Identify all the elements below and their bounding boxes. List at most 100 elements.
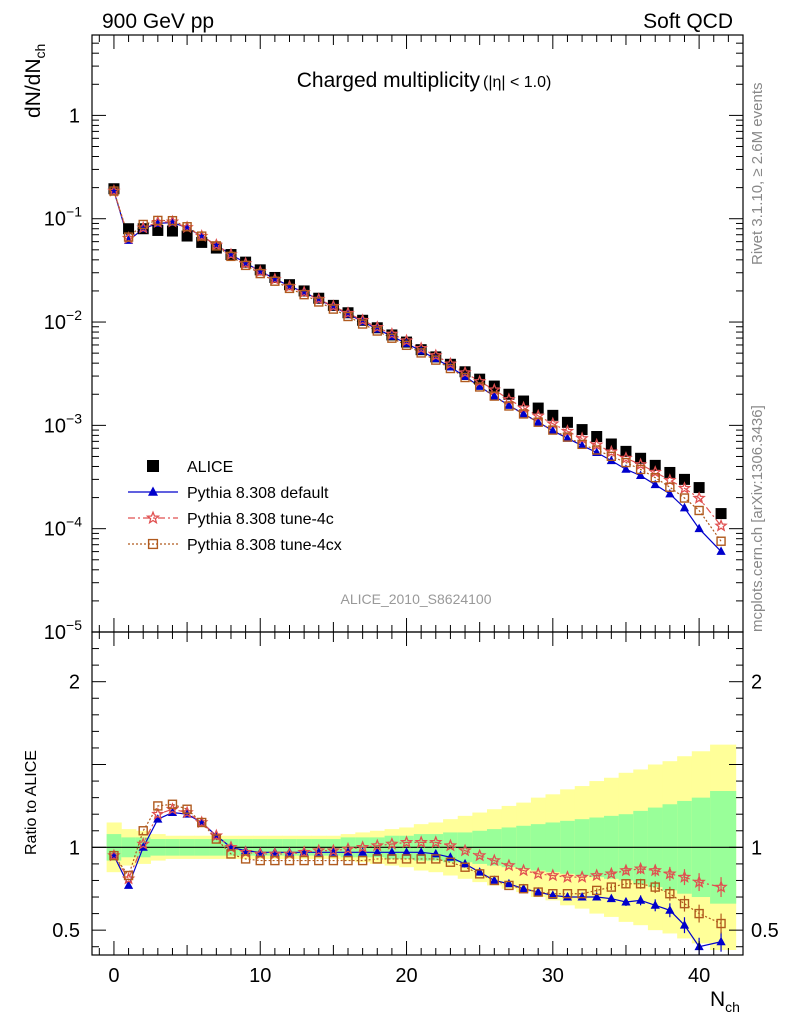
series-1-ratio-point <box>692 875 706 888</box>
series-1-ratio-point <box>633 861 648 875</box>
series-0-ratio-point <box>123 880 134 889</box>
series-2-point <box>255 268 265 279</box>
ratio-axis-label: Ratio to ALICE <box>23 750 40 855</box>
ratio-panel-data <box>107 799 728 955</box>
series-2-ratio-point <box>138 826 148 836</box>
series-2-point <box>716 536 726 546</box>
series-0-point <box>533 417 543 426</box>
series-2-point <box>314 297 324 307</box>
series-0-ratio-point <box>621 896 631 906</box>
x-axis-label: Nch <box>710 988 740 1015</box>
series-1-ratio-point <box>429 835 443 849</box>
series-2-ratio-point <box>299 855 309 866</box>
series-2-ratio-point <box>474 869 485 879</box>
tick-marks <box>92 34 744 955</box>
series-2-ratio-point <box>621 879 631 889</box>
series-1-point <box>677 481 692 495</box>
series-1-point <box>458 365 472 379</box>
series-2-point <box>518 409 529 419</box>
chart-title-cut: (|η| < 1.0) <box>483 74 551 91</box>
series-0-point <box>679 502 690 512</box>
y-tick-label: 10−4 <box>44 514 82 541</box>
series-2-point <box>211 241 222 251</box>
series-0-point <box>716 546 726 555</box>
series-0-point <box>548 425 558 435</box>
series-1-ratio-point <box>341 841 355 855</box>
series-2-ratio-point <box>716 918 726 929</box>
series-1-ratio-point <box>546 868 560 882</box>
y-tick-exp: −1 <box>66 204 82 220</box>
y-tick-label: 10−1 <box>44 204 82 231</box>
series-0-ratio-point <box>401 847 412 856</box>
series-2-ratio-point <box>577 889 587 899</box>
series-2-ratio-point <box>182 804 192 814</box>
series-2-ratio-point <box>592 885 602 896</box>
series-1-point <box>604 444 619 458</box>
series-2-point <box>650 472 660 483</box>
series-1-point <box>648 465 662 478</box>
y-tick-exp: −4 <box>66 514 82 530</box>
series-0-point <box>489 391 499 400</box>
x-axis-label-sub: ch <box>725 999 740 1015</box>
ratio-panel-frame <box>91 631 744 956</box>
legend-marker <box>145 510 161 525</box>
series-0-ratio-point <box>635 895 646 904</box>
series-2-point <box>548 425 558 435</box>
x-tick-label: 0 <box>108 965 119 987</box>
series-0-point <box>621 464 631 473</box>
series-1-point <box>589 437 604 451</box>
series-2-ratio-point <box>548 889 558 899</box>
series-2-point <box>299 289 309 300</box>
y-axis-label: dN/dNch <box>22 44 48 118</box>
series-2-point <box>226 251 236 262</box>
series-2-ratio-point <box>504 880 514 891</box>
y-tick-exp: −3 <box>66 410 82 426</box>
series-0-ratio-point <box>716 936 726 946</box>
series-2-ratio-point <box>650 882 660 892</box>
series-2-ratio-point <box>197 817 207 828</box>
series-2-ratio-point <box>314 855 324 866</box>
legend-label: ALICE <box>187 459 233 476</box>
y-tick-base: 1 <box>69 105 80 127</box>
series-2-point <box>182 222 192 232</box>
x-tick-label: 10 <box>249 965 271 987</box>
series-0-point <box>694 523 704 533</box>
series-0-point <box>635 470 646 480</box>
main-panel-data <box>107 183 728 555</box>
series-2-ratio-point <box>240 854 251 864</box>
series-2-point <box>533 417 543 427</box>
series-2-point <box>431 355 441 365</box>
y-tick-base: 10 <box>44 209 66 231</box>
series-0-point <box>650 479 660 489</box>
series-2-ratio-point <box>606 882 617 892</box>
series-1-ratio-point <box>385 836 399 850</box>
alice-point <box>123 223 135 235</box>
series-2-point <box>270 276 280 286</box>
series-2-point <box>474 382 485 392</box>
series-2-point <box>153 215 163 226</box>
series-2-ratio-point <box>518 884 529 894</box>
series-1-ratio-point <box>648 863 662 877</box>
series-2-point <box>460 372 470 383</box>
header-right: Soft QCD <box>643 10 733 33</box>
series-0-ratio-point <box>416 847 426 856</box>
series-2-point <box>197 231 207 241</box>
series-2-ratio-point <box>694 908 704 919</box>
alice-point <box>576 424 588 436</box>
series-1-ratio-point <box>326 843 341 857</box>
series-2-ratio-point <box>533 887 543 897</box>
series-0-point <box>504 400 514 409</box>
series-0-ratio-point <box>372 847 382 856</box>
side-text-bottom: mcplots.cern.ch [arXiv:1306.3436] <box>749 405 766 632</box>
series-0-ratio-point <box>533 886 543 896</box>
series-2-point <box>665 482 675 492</box>
series-1-ratio-point <box>487 853 502 867</box>
series-1-point <box>414 341 428 355</box>
series-2-ratio-point <box>679 898 690 909</box>
series-0-ratio-point <box>358 847 368 856</box>
series-1-ratio-point <box>297 845 311 859</box>
header-left: 900 GeV pp <box>102 10 214 33</box>
series-2-ratio-point <box>270 855 280 866</box>
